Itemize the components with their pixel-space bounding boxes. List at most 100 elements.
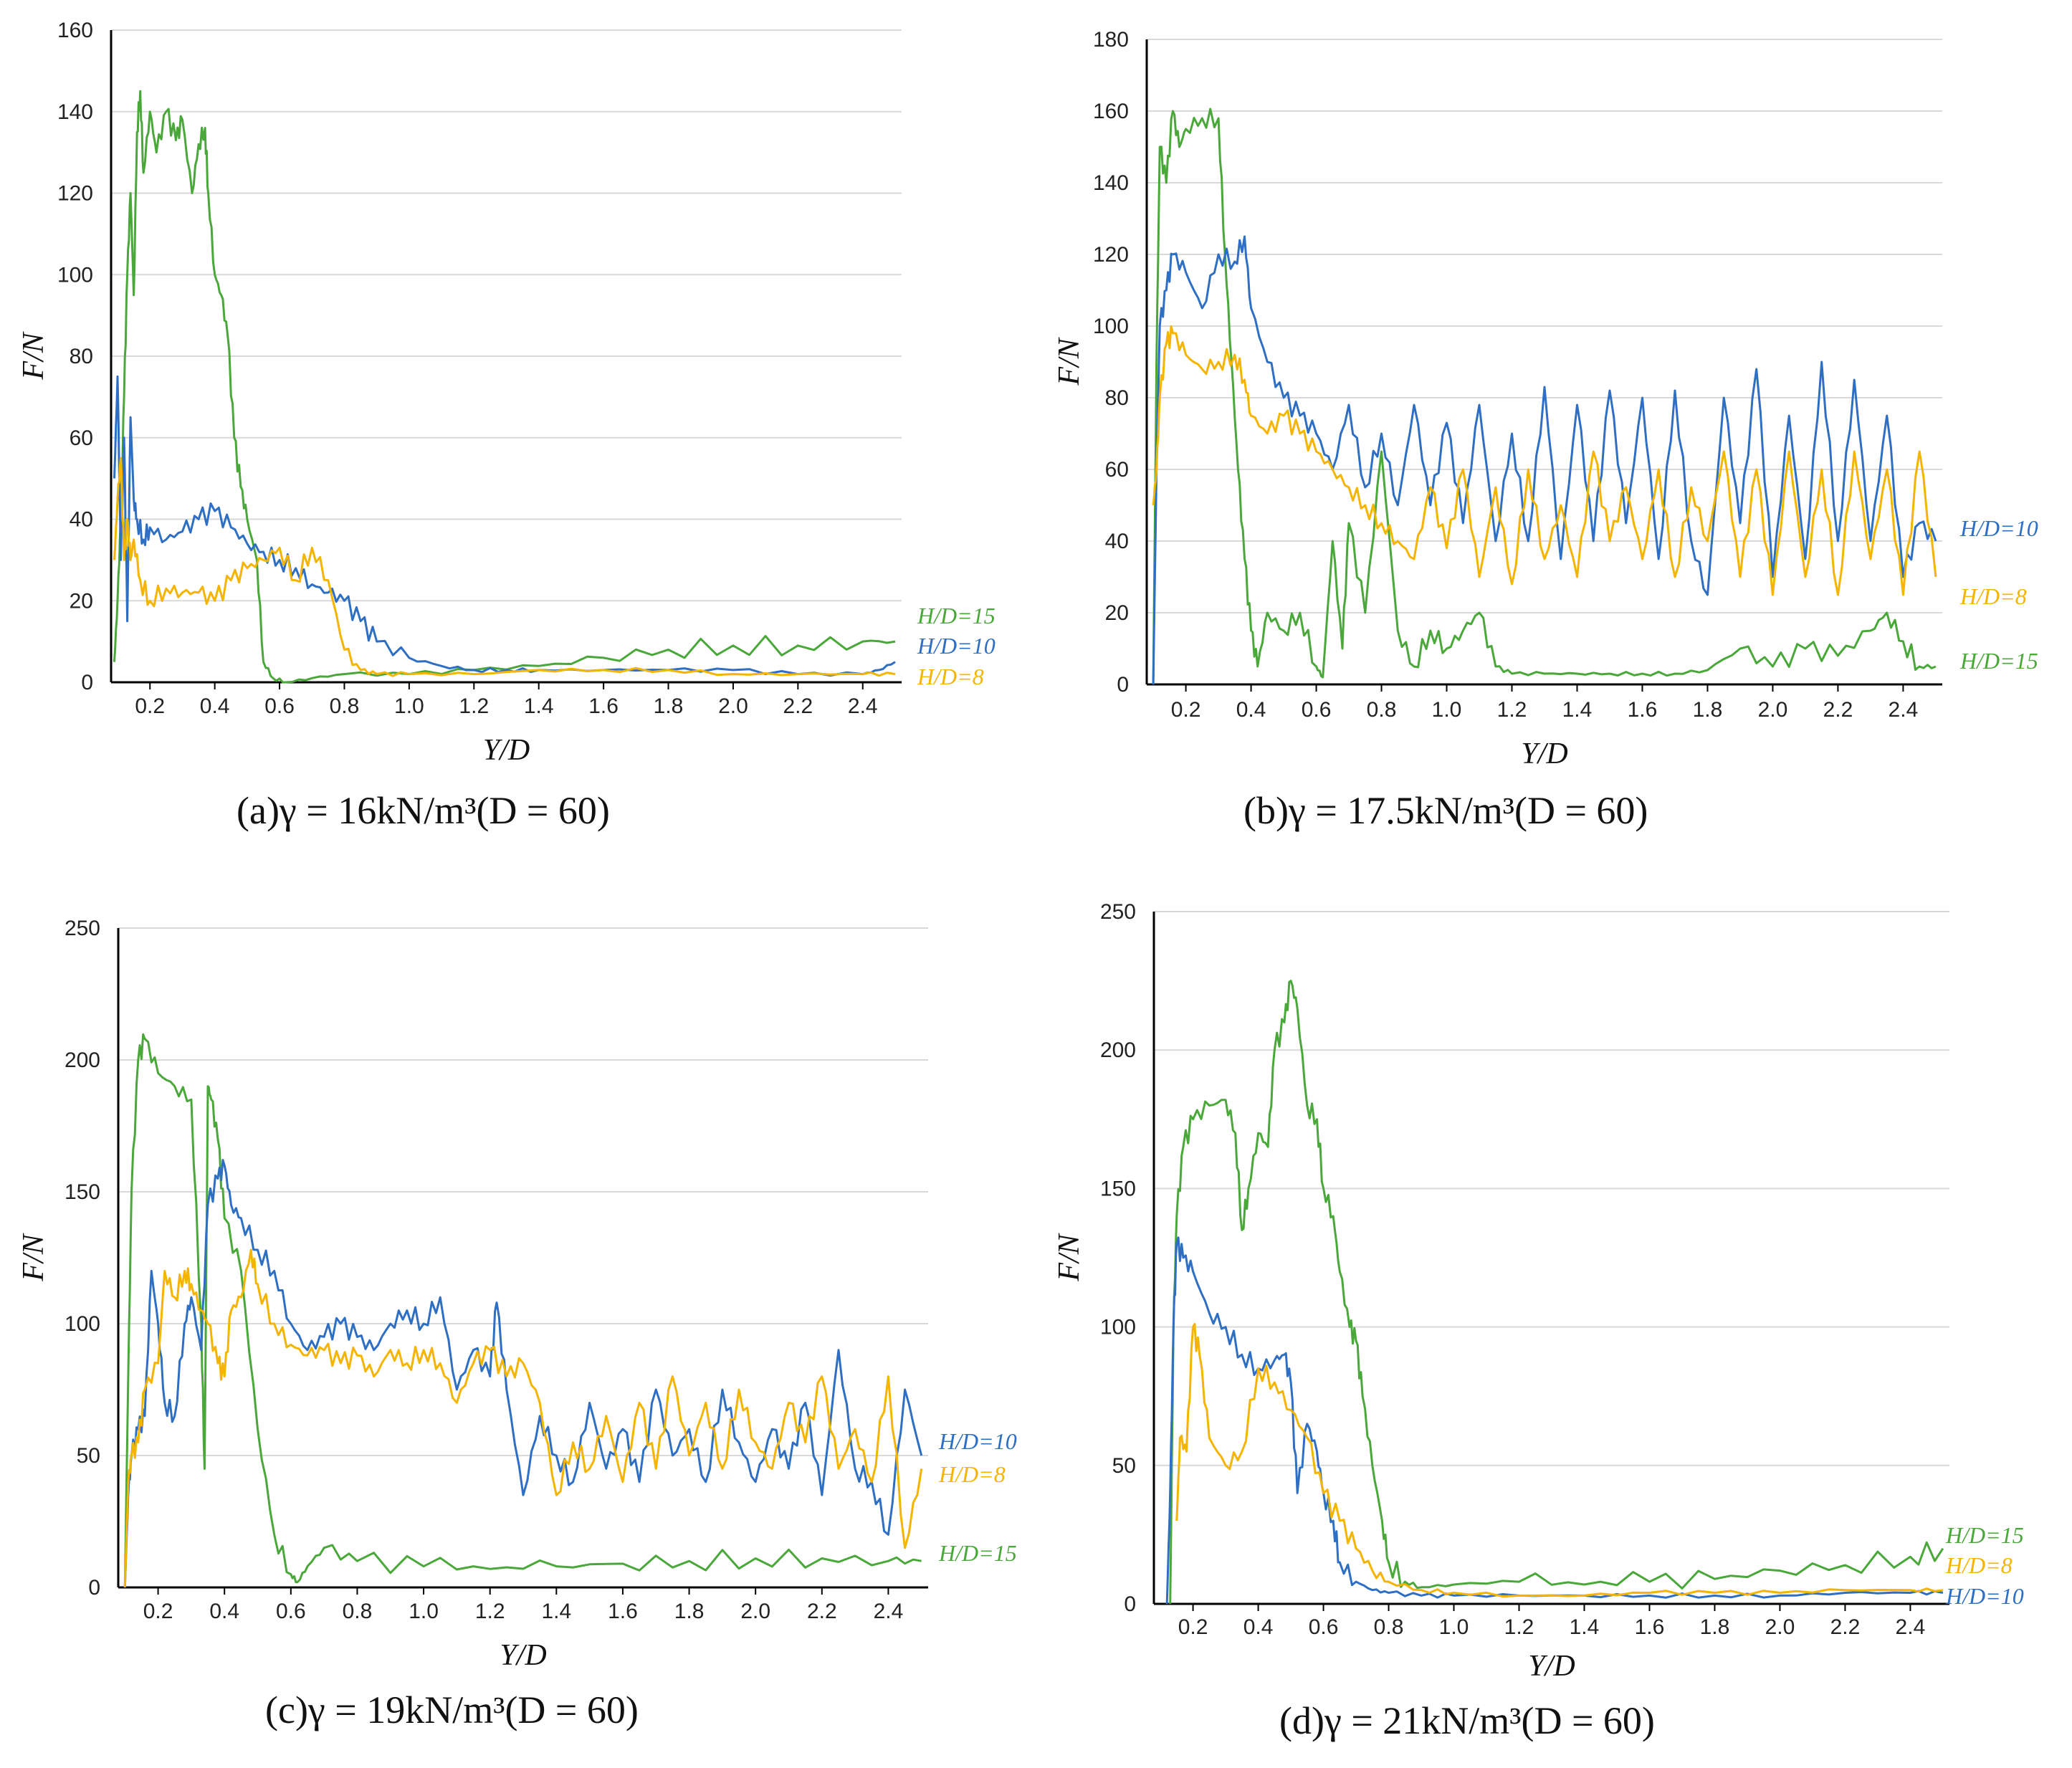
x-tick-label: 2.2 [807,1600,837,1623]
series-line-hdhdhdhd8 [1175,1323,1944,1598]
y-tick-label: 60 [70,426,93,450]
y-axis-label: F/N [1053,1233,1086,1281]
x-tick-label: 0.6 [1302,698,1332,722]
x-tick-label: 2.4 [1889,698,1919,722]
x-tick-label: 2.0 [740,1600,770,1623]
caption-b: (b)γ = 17.5kN/m³(D = 60) [1243,789,1648,832]
y-tick-label: 0 [88,1576,100,1600]
caption-c: (c)γ = 19kN/m³(D = 60) [265,1688,639,1731]
x-tick-label: 2.4 [874,1600,904,1623]
x-tick-label: 1.6 [588,694,619,718]
legend-label: H/D=8 [938,1461,1006,1487]
x-tick-label: 0.4 [200,694,230,718]
legend-label: H/D=15 [1945,1522,2024,1548]
series-line-hdhdhdhd8 [1152,325,1937,596]
legend-label: H/D=10 [1945,1583,2024,1609]
x-tick-label: 0.8 [343,1600,373,1623]
y-tick-label: 20 [70,589,93,613]
y-tick-label: 140 [57,100,93,124]
x-tick-label: 0.6 [1309,1615,1339,1639]
y-tick-label: 160 [1093,100,1129,123]
legend-label: H/D=8 [1959,583,2027,609]
x-tick-label: 1.6 [1628,698,1658,722]
y-tick-label: 250 [65,917,100,940]
x-tick-label: 0.4 [209,1600,239,1623]
x-tick-label: 0.8 [1374,1615,1404,1639]
y-tick-label: 100 [57,263,93,287]
chart-panel-b: 0 20 40 60 80 100 120 140 160 180 0.2 0.4 0.6 0.8 1.0 1… [1036,0,2072,860]
x-axis-label: Y/D [483,734,530,767]
series-line-hdhdhdhd10 [1152,235,1937,685]
x-tick-label: 1.0 [394,694,424,718]
x-axis-label: Y/D [1521,737,1567,770]
legend-label: H/D=10 [938,1428,1017,1454]
y-tick-label: 50 [77,1444,100,1468]
x-tick-label: 0.6 [264,694,295,718]
x-tick-label: 1.4 [541,1600,571,1623]
caption-a: (a)γ = 16kN/m³(D = 60) [237,789,610,832]
series-line-hdhdhdhd10 [113,375,896,677]
x-tick-label: 0.8 [1367,698,1397,722]
x-tick-label: 1.0 [409,1600,439,1623]
y-tick-label: 140 [1093,171,1129,195]
y-tick-label: 250 [1100,900,1136,924]
x-tick-label: 0.6 [276,1600,306,1623]
legend-label: H/D=15 [938,1540,1017,1566]
x-tick-label: 2.2 [1823,698,1853,722]
y-tick-label: 180 [1093,28,1129,52]
x-tick-label: 2.2 [1830,1615,1861,1639]
x-tick-label: 2.0 [1765,1615,1795,1639]
y-tick-label: 40 [70,508,93,532]
x-tick-label: 2.0 [718,694,748,718]
series-line-hdhdhdhd10 [123,1159,923,1588]
y-tick-label: 80 [1105,386,1129,410]
x-tick-label: 1.4 [524,694,554,718]
y-tick-label: 0 [1124,1592,1136,1616]
x-axis-label: Y/D [1528,1650,1575,1683]
y-tick-label: 100 [1093,315,1129,338]
chart-panel-d: 0 50 100 150 200 250 0.2 0.4 0.6 0.8 1.0 1.2 1.4 1.6 1… [1036,881,2072,1768]
series-line-hdhdhdhd10 [1165,1236,1944,1605]
x-tick-label: 0.4 [1243,1615,1274,1639]
legend-label: H/D=8 [1945,1552,2013,1578]
y-axis-label: F/N [17,1233,50,1281]
y-tick-label: 150 [1100,1177,1136,1200]
series-line-hdhdhdhd8 [113,457,896,677]
x-tick-label: 1.6 [1635,1615,1665,1639]
x-axis-label: Y/D [500,1639,546,1672]
y-tick-label: 100 [65,1312,100,1336]
caption-d: (d)γ = 21kN/m³(D = 60) [1279,1699,1655,1742]
x-tick-label: 1.8 [1693,698,1723,722]
series-line-hdhdhdhd15 [1152,107,1937,685]
y-axis-label: F/N [1053,337,1086,386]
y-tick-label: 40 [1105,530,1129,553]
series-line-hdhdhdhd15 [113,90,896,684]
x-tick-label: 2.0 [1758,698,1788,722]
y-tick-label: 160 [57,19,93,42]
y-axis-label: F/N [17,331,50,380]
x-tick-label: 0.4 [1236,698,1266,722]
x-tick-label: 1.4 [1570,1615,1600,1639]
y-tick-label: 80 [70,345,93,368]
x-tick-label: 1.2 [475,1600,505,1623]
x-tick-label: 1.8 [1700,1615,1730,1639]
x-tick-label: 0.8 [330,694,360,718]
y-tick-label: 0 [81,671,93,694]
x-tick-label: 1.2 [1497,698,1527,722]
x-tick-label: 1.0 [1439,1615,1469,1639]
series-line-hdhdhdhd15 [123,1033,922,1588]
y-tick-label: 20 [1105,601,1129,625]
x-tick-label: 2.4 [1896,1615,1926,1639]
y-tick-label: 200 [65,1048,100,1072]
series-line-hdhdhdhd8 [123,1248,923,1588]
x-tick-label: 0.2 [1178,1615,1208,1639]
chart-a: 0 20 40 60 80 100 120 140 160 0.2 0.4 0.6 0.8 1.0 1.2 1… [17,19,996,767]
chart-b: 0 20 40 60 80 100 120 140 160 180 0.2 0.4 0.6 0.8 1.0 1… [1053,28,2038,770]
y-tick-label: 100 [1100,1316,1136,1339]
y-tick-label: 0 [1117,673,1129,697]
x-tick-label: 0.2 [143,1600,173,1623]
x-tick-label: 0.2 [1171,698,1201,722]
legend-label: H/D=15 [1959,648,2038,674]
series-line-hdhdhdhd15 [1169,980,1944,1605]
x-tick-label: 1.2 [459,694,489,718]
